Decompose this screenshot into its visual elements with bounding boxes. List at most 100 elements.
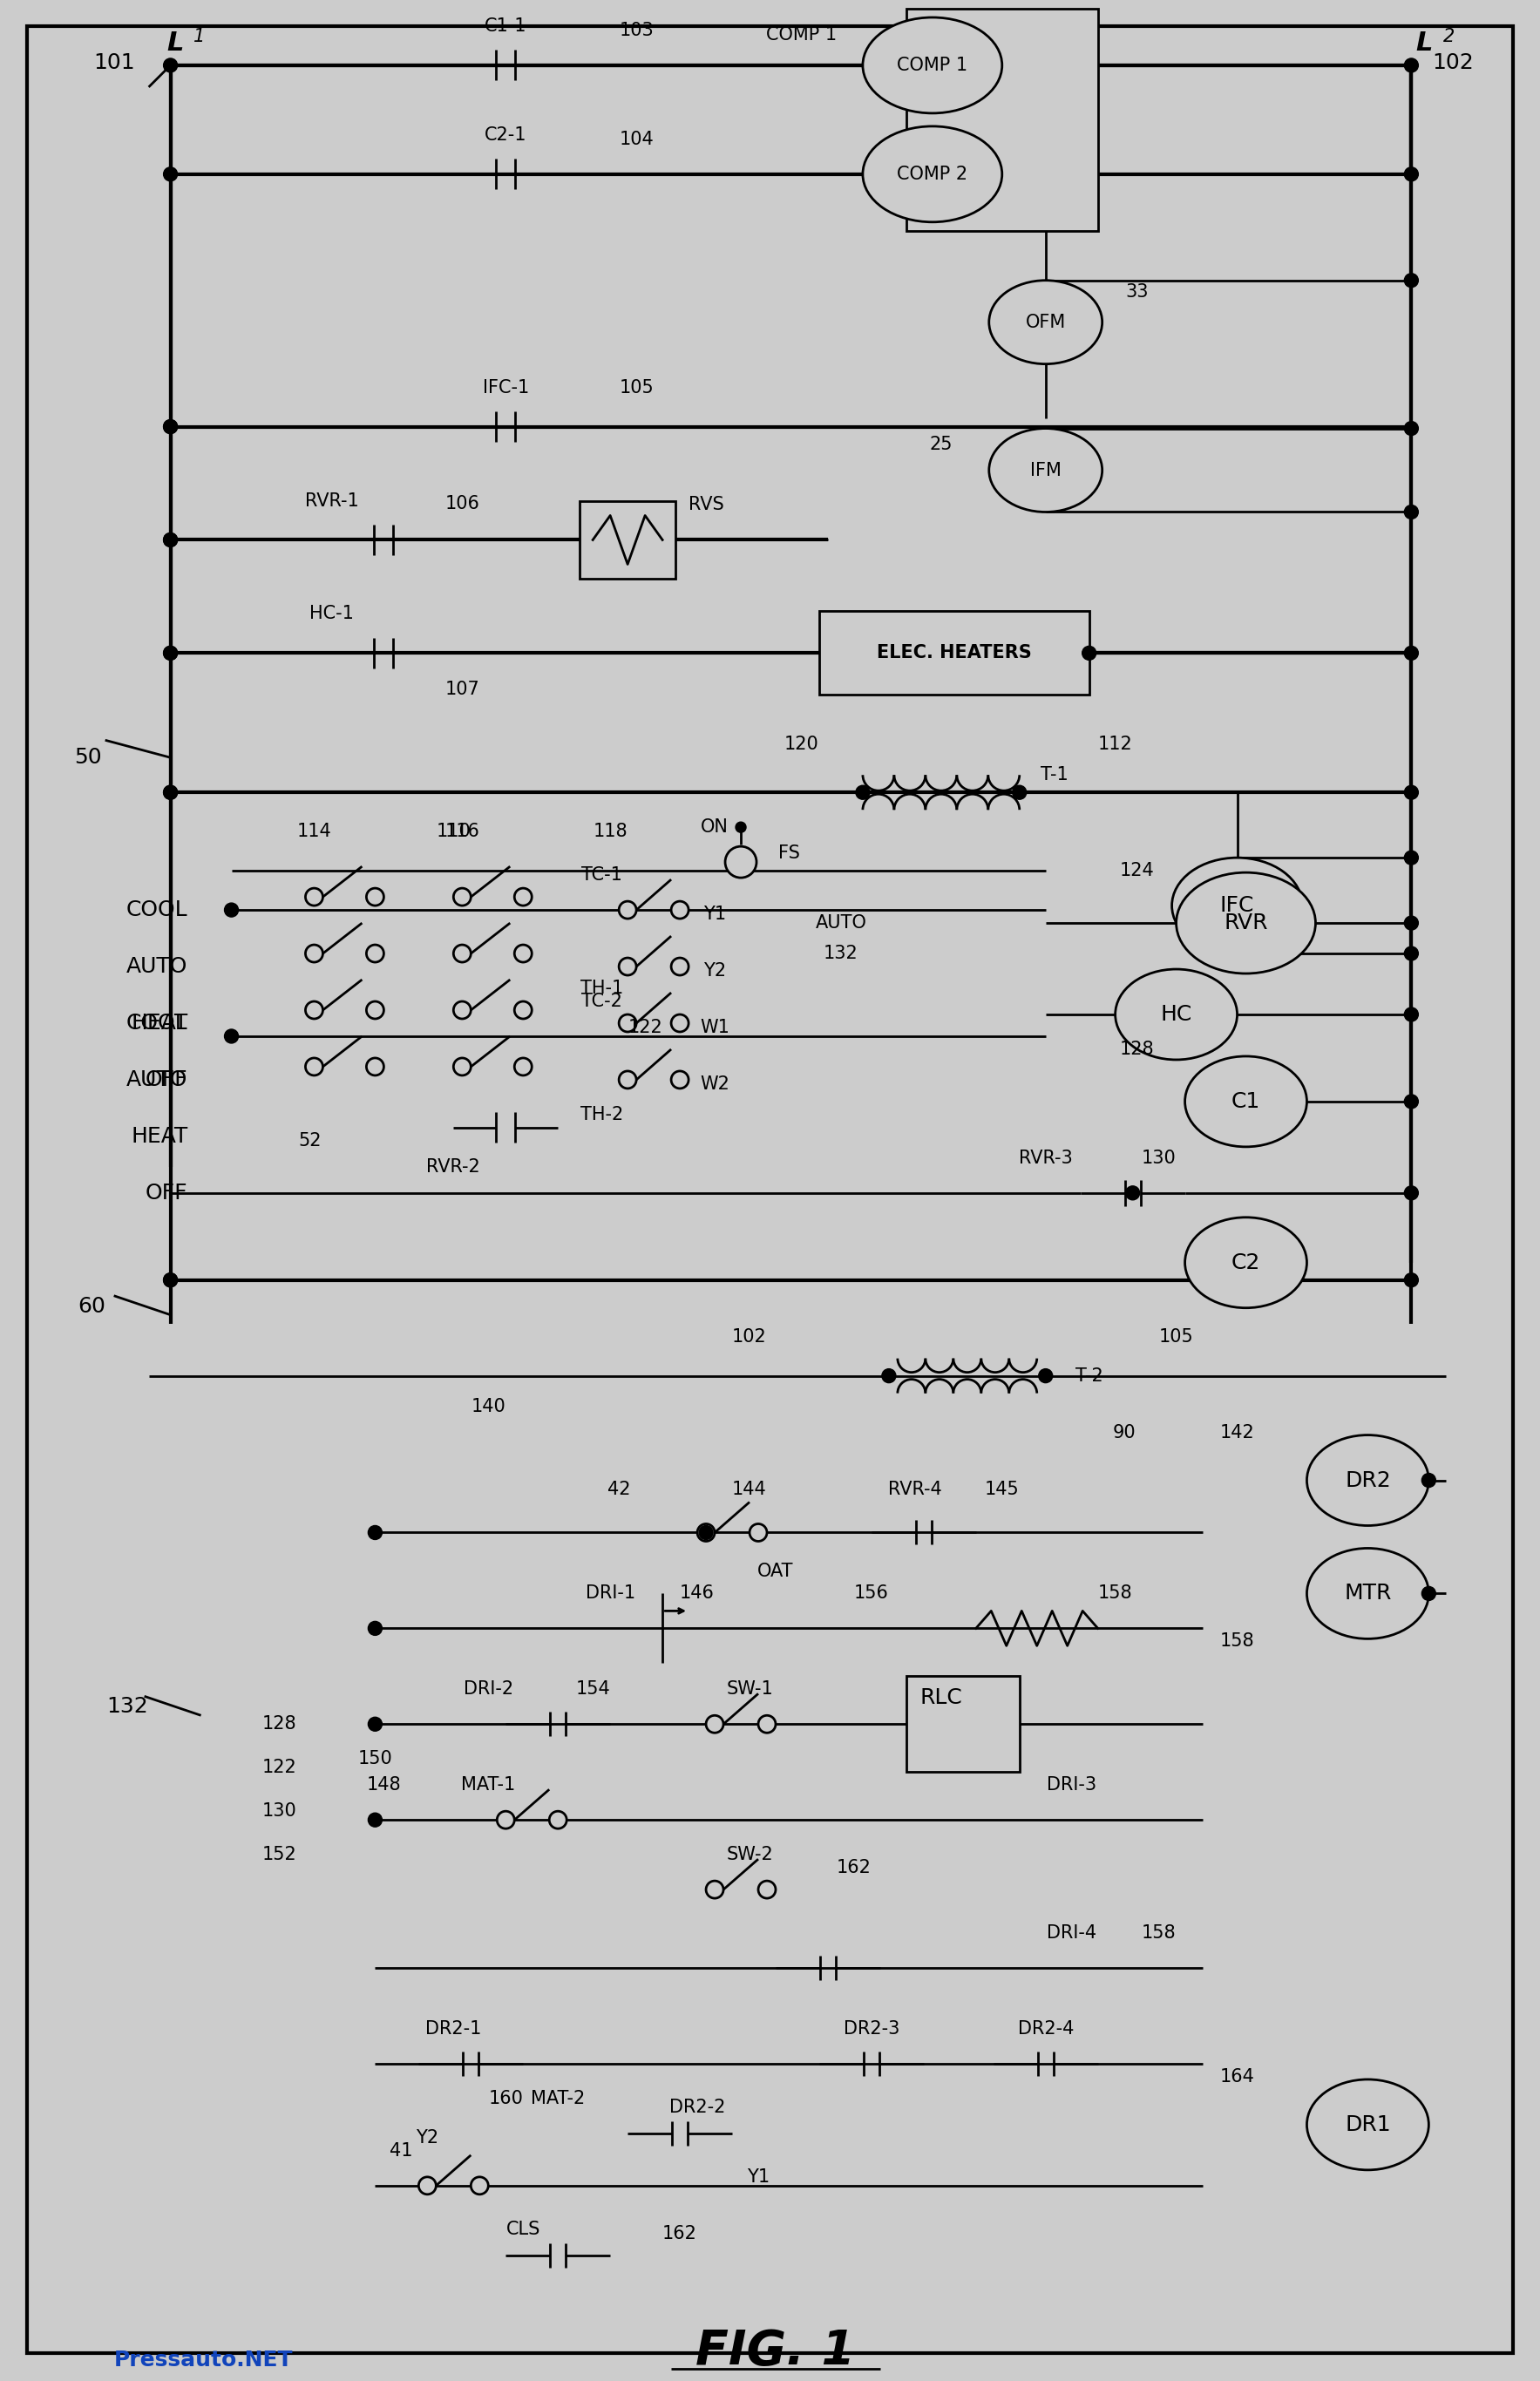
Text: IFM: IFM	[1030, 462, 1061, 479]
Text: HEAT: HEAT	[131, 1126, 188, 1148]
Circle shape	[750, 1524, 767, 1541]
Circle shape	[1404, 1095, 1418, 1110]
Ellipse shape	[862, 126, 1003, 221]
Circle shape	[453, 888, 471, 905]
Text: 110: 110	[436, 824, 471, 840]
Text: 122: 122	[262, 1760, 297, 1776]
Bar	[219, 1383, 1377, 2248]
Text: IFC: IFC	[1220, 895, 1255, 917]
Text: Pressauto.NET: Pressauto.NET	[114, 2350, 293, 2369]
Circle shape	[305, 1057, 323, 1076]
Circle shape	[1083, 645, 1096, 660]
Circle shape	[1421, 1474, 1435, 1488]
Bar	[171, 762, 1355, 1155]
Text: 33: 33	[1126, 283, 1149, 300]
Text: RVR-1: RVR-1	[305, 493, 359, 510]
Bar	[288, 1429, 1341, 2221]
Text: OFF: OFF	[145, 1183, 188, 1202]
Text: C2-1: C2-1	[485, 126, 527, 143]
Circle shape	[619, 902, 636, 919]
Text: 162: 162	[662, 2224, 698, 2243]
Circle shape	[368, 1812, 382, 1826]
Text: ON: ON	[701, 819, 728, 836]
Text: L: L	[1415, 31, 1432, 57]
Text: 105: 105	[1160, 1329, 1194, 1345]
Text: 107: 107	[445, 681, 479, 698]
Circle shape	[163, 786, 177, 800]
Circle shape	[368, 1621, 382, 1636]
Circle shape	[1404, 421, 1418, 436]
Text: 160: 160	[488, 2091, 524, 2107]
Circle shape	[1404, 167, 1418, 181]
Text: OAT: OAT	[758, 1562, 793, 1581]
Text: 1: 1	[194, 29, 205, 45]
Circle shape	[163, 786, 177, 800]
Ellipse shape	[1177, 871, 1315, 974]
Circle shape	[1404, 1007, 1418, 1021]
Circle shape	[1404, 645, 1418, 660]
Ellipse shape	[989, 281, 1103, 364]
Text: COMP 2: COMP 2	[896, 164, 967, 183]
Text: COMP 1: COMP 1	[896, 57, 967, 74]
Bar	[149, 1341, 1446, 2274]
Circle shape	[225, 1029, 239, 1043]
Ellipse shape	[1184, 1057, 1307, 1148]
Circle shape	[497, 1812, 514, 1829]
Circle shape	[1404, 274, 1418, 288]
Circle shape	[163, 533, 177, 548]
Circle shape	[619, 1071, 636, 1088]
Circle shape	[671, 902, 688, 919]
Text: Y2: Y2	[704, 962, 725, 979]
Text: 50: 50	[74, 748, 102, 769]
Text: 2: 2	[1443, 29, 1455, 45]
Text: TC-2: TC-2	[581, 993, 622, 1010]
Text: COOL: COOL	[126, 1012, 188, 1033]
Bar	[579, 500, 676, 579]
Text: 102: 102	[732, 1329, 767, 1345]
Text: 158: 158	[1098, 1586, 1132, 1602]
Text: 90: 90	[1112, 1424, 1135, 1441]
Bar	[376, 1445, 1203, 2212]
Circle shape	[368, 1717, 382, 1731]
Text: RLC: RLC	[919, 1688, 962, 1710]
Ellipse shape	[1307, 1548, 1429, 1638]
Text: AUTO: AUTO	[126, 1069, 188, 1090]
Circle shape	[1404, 60, 1418, 71]
Text: DRI-2: DRI-2	[464, 1681, 513, 1698]
Text: RVR: RVR	[1224, 912, 1267, 933]
Text: DRI-1: DRI-1	[585, 1586, 634, 1602]
Circle shape	[1404, 1186, 1418, 1200]
Text: 158: 158	[1220, 1633, 1255, 1650]
Circle shape	[1012, 786, 1027, 800]
Text: OFM: OFM	[1026, 314, 1066, 331]
Ellipse shape	[1307, 2079, 1429, 2169]
Circle shape	[1038, 1369, 1052, 1383]
Circle shape	[514, 888, 531, 905]
Text: C1: C1	[1232, 1090, 1260, 1112]
Ellipse shape	[1184, 1217, 1307, 1307]
Text: 144: 144	[732, 1481, 767, 1498]
Text: MAT-1: MAT-1	[460, 1776, 516, 1793]
Text: Y1: Y1	[747, 2169, 770, 2186]
Circle shape	[163, 645, 177, 660]
Text: MAT-2: MAT-2	[531, 2091, 585, 2107]
Circle shape	[305, 1002, 323, 1019]
Text: 128: 128	[262, 1714, 297, 1733]
Circle shape	[856, 786, 870, 800]
Circle shape	[1126, 1186, 1140, 1200]
Circle shape	[453, 1002, 471, 1019]
Text: RVR-3: RVR-3	[1018, 1150, 1072, 1167]
Circle shape	[705, 1714, 724, 1733]
Text: 145: 145	[984, 1481, 1019, 1498]
Circle shape	[305, 945, 323, 962]
Text: TC-1: TC-1	[581, 867, 622, 883]
Text: 112: 112	[1098, 736, 1132, 752]
Text: 164: 164	[1220, 2069, 1255, 2086]
Text: OFF: OFF	[145, 1069, 188, 1090]
Text: 132: 132	[824, 945, 858, 962]
Circle shape	[514, 1057, 531, 1076]
Circle shape	[163, 1274, 177, 1288]
Text: 162: 162	[836, 1860, 872, 1876]
Text: DR2-3: DR2-3	[844, 2019, 899, 2038]
Text: 60: 60	[79, 1295, 106, 1317]
